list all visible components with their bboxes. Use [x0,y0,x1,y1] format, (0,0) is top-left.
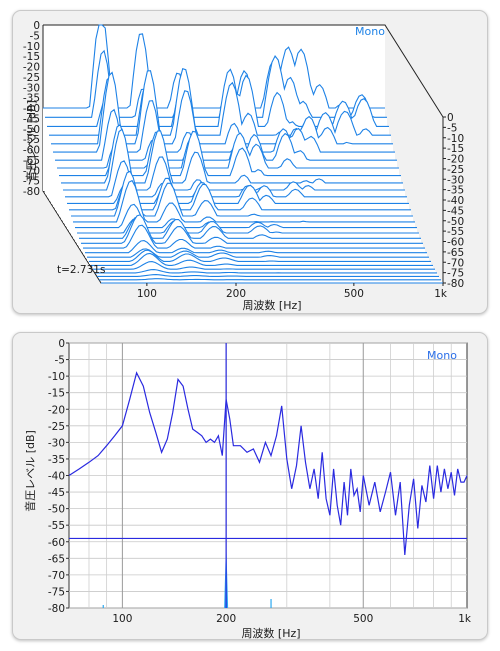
spectrum-y-tick-label: -60 [48,537,65,549]
spectrum-y-tick-label: -40 [48,471,65,483]
waterfall-slice-mask [85,240,427,258]
waterfall-slice-line [43,24,385,109]
waterfall-right-tick-label: -30 [447,174,464,186]
waterfall-y-tick-label: -25 [23,72,40,84]
spectrum-y-tick-label: -20 [48,404,65,416]
waterfall-y-tick-label: -35 [23,93,40,105]
spectrum-y-tick-label: -25 [48,421,65,433]
spectrum-y-axis-label: 音圧レベル [dB] [23,430,37,512]
waterfall-right-tick-label: -65 [447,247,464,259]
waterfall-y-tick-label: -40 [23,103,40,115]
waterfall-x-tick-label: 200 [226,288,246,300]
spectrum-x-tick-label: 1k [458,613,472,625]
waterfall-slice-mask [81,214,423,252]
waterfall-x-tick-label: 500 [344,288,364,300]
waterfall-y-tick-label: -70 [23,165,40,177]
waterfall-slice-line [71,170,413,217]
waterfall-slice-line [91,252,433,266]
waterfall-slice-line [81,214,423,244]
waterfall-slice-line [89,249,431,262]
waterfall-right-tick-label: -25 [447,164,464,176]
spectrum-y-tick-label: 0 [58,338,65,350]
spectrum-series-line [68,371,468,556]
waterfall-right-tick-label: -40 [447,195,464,207]
waterfall-slice-line [61,123,403,184]
waterfall-y-tick-label: -15 [23,51,40,63]
waterfall-slice-line [85,240,427,254]
spectrum-panel: 0 -5 -10 -15 -20 -25 -30 -35 -40 -45 -50 -55 -60 -65 -… [12,332,488,640]
waterfall-slice-line [73,179,415,223]
waterfall-slice-line [93,261,435,270]
waterfall-slice-line [55,108,397,161]
spectrum-y-tick-label: -35 [48,454,65,466]
waterfall-y-tick-label: -50 [23,124,40,136]
waterfall-y-tick-label: -45 [23,113,40,125]
waterfall-panel: 0 -5 -10 -15 -20 -25 -30 -35 -40 -45 -50 -55 -60 -65-… [12,10,488,314]
waterfall-slice-mask [71,171,413,236]
spectrum-y-tick-label: -30 [48,437,65,449]
waterfall-slice-line [97,274,439,277]
spectrum-x-axis-label: 周波数 [Hz] [241,627,300,639]
waterfall-slice-line [63,128,405,191]
waterfall-right-tick-label: -80 [447,278,464,290]
waterfall-right-tick-label: -55 [447,226,464,238]
waterfall-right-tick-label: -20 [447,154,464,166]
spectrum-y-tick-label: -70 [48,570,65,582]
waterfall-right-tick-label: -35 [447,185,464,197]
spectrum-x-tick-label: 500 [353,613,373,625]
spectrum-y-tick-label: -75 [48,586,65,598]
waterfall-slice-line [83,224,425,249]
waterfall-right-tick-label: -75 [447,268,464,280]
waterfall-right-tick-label: -70 [447,257,464,269]
waterfall-right-tick-label: -50 [447,216,464,228]
waterfall-slice-line [95,269,437,274]
waterfall-y-tick-label: 0 [33,20,40,32]
waterfall-y-axis-label: 音圧レベル [dB] [24,100,38,182]
waterfall-right-tick-label: -60 [447,237,464,249]
waterfall-x-axis-label: 周波数 [Hz] [242,299,301,312]
spectrum-y-tick-label: -15 [48,388,65,400]
waterfall-channel-label: Mono [355,25,385,38]
waterfall-slice-line [65,160,407,198]
waterfall-y-tick-label: -30 [23,82,40,94]
spectrum-y-tick-label: -50 [48,504,65,516]
waterfall-x-tick-label: 100 [137,288,157,300]
waterfall-chart[interactable]: 0-5-10-15-20-25-30-35-40-45-50-55-60-65-… [13,11,487,313]
waterfall-time-label: t=2.731s [57,264,105,276]
waterfall-right-tick-label: -5 [447,122,457,134]
spectrum-y-tick-label: -80 [48,603,65,615]
waterfall-y-tick-label: -75 [23,176,40,188]
spectrum-y-tick-label: -10 [48,371,65,383]
waterfall-slice-mask [89,250,431,264]
waterfall-slice-mask [87,248,429,261]
waterfall-x-tick-label: 1k [434,288,448,300]
waterfall-slice-line [53,71,395,153]
spectrum-channel-label: Mono [427,349,457,362]
waterfall-right-tick-label: -15 [447,143,464,155]
waterfall-slice-mask [73,180,415,239]
spectrum-y-tick-label: -45 [48,487,65,499]
spectrum-y-tick-label: -55 [48,520,65,532]
waterfall-y-tick-label: -55 [23,134,40,146]
waterfall-y-tick-label: -60 [23,145,40,157]
waterfall-y-tick-label: -20 [23,62,40,74]
spectrum-chart[interactable]: 0 -5 -10 -15 -20 -25 -30 -35 -40 -45 -50 -55 -60 -65 -… [13,333,487,639]
waterfall-y-tick-label: -80 [23,186,40,198]
spectrum-y-tick-label: -65 [48,553,65,565]
spectrum-y-tick-label: -5 [55,355,65,367]
waterfall-slice-mask [79,216,421,249]
waterfall-y-tick-label: -65 [23,155,40,167]
waterfall-right-tick-label: -10 [447,133,464,145]
waterfall-right-tick-label: -45 [447,205,464,217]
spectrum-x-tick-label: 200 [216,613,236,625]
spectrum-x-tick-label: 100 [112,613,132,625]
waterfall-slice-line [87,248,429,258]
waterfall-slice-line [75,203,417,229]
waterfall-slice-line [99,278,441,281]
waterfall-y-tick-label: -5 [30,30,40,42]
waterfall-right-tick-label: 0 [447,112,454,124]
waterfall-y-tick-label: -10 [23,41,40,53]
